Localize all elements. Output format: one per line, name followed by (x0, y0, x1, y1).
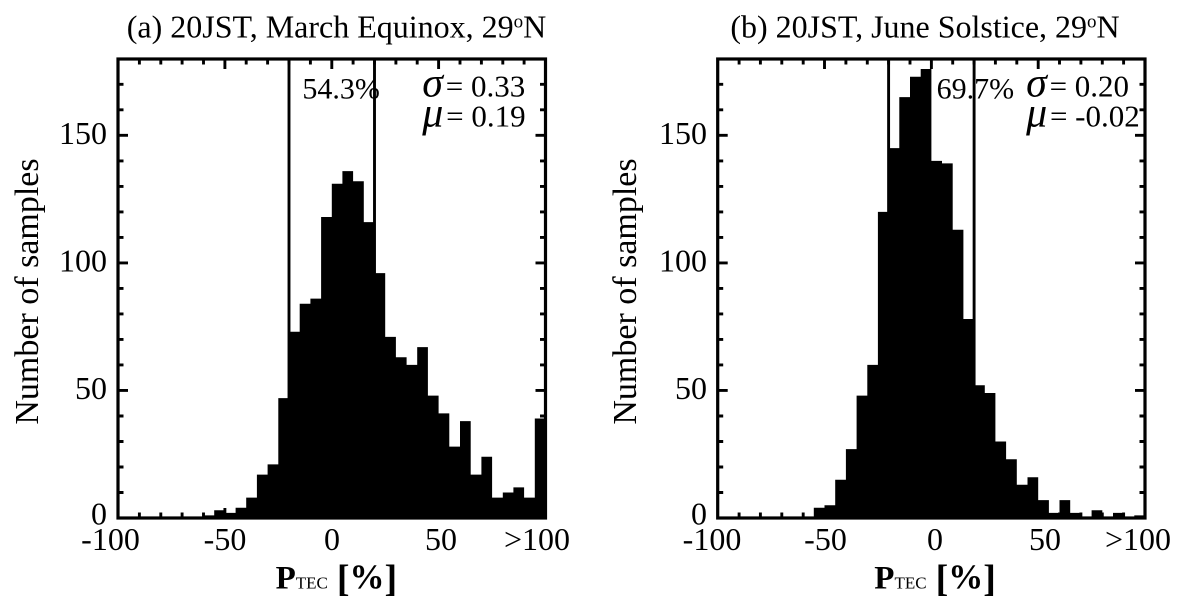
svg-text:(b) 20JST, June Solstice, 29oN: (b) 20JST, June Solstice, 29oN (730, 9, 1119, 45)
svg-text:50: 50 (425, 521, 457, 557)
svg-text:-100: -100 (683, 521, 742, 557)
svg-text:Number of samples: Number of samples (9, 158, 46, 424)
svg-text:100: 100 (659, 242, 707, 278)
svg-text:0: 0 (927, 521, 943, 557)
svg-text:>100: >100 (1105, 521, 1171, 557)
svg-text:(a) 20JST, March Equinox, 29oN: (a) 20JST, March Equinox, 29oN (127, 9, 547, 45)
svg-text:0: 0 (91, 496, 107, 532)
svg-text:69.7%: 69.7% (937, 73, 1015, 106)
svg-text:σ = 0.20: σ = 0.20 (1026, 61, 1129, 107)
svg-text:Number of samples: Number of samples (607, 158, 644, 424)
svg-text:-50: -50 (204, 521, 247, 557)
svg-text:100: 100 (59, 242, 107, 278)
svg-text:50: 50 (1029, 521, 1061, 557)
svg-text:-100: -100 (81, 521, 140, 557)
svg-text:-50: -50 (804, 521, 847, 557)
svg-text:PTEC[%]: PTEC [%] (276, 557, 398, 600)
svg-text:μ = 0.19: μ = 0.19 (421, 91, 525, 137)
svg-text:0: 0 (324, 521, 340, 557)
svg-text:σ = 0.33: σ = 0.33 (422, 61, 525, 107)
svg-text:μ = -0.02: μ = -0.02 (1025, 91, 1140, 137)
svg-text:PTEC[%]: PTEC [%] (874, 557, 996, 600)
svg-text:150: 150 (659, 115, 707, 151)
svg-text:54.3%: 54.3% (302, 73, 380, 106)
svg-text:>100: >100 (504, 521, 570, 557)
svg-text:50: 50 (675, 370, 707, 406)
svg-text:50: 50 (75, 370, 107, 406)
svg-text:0: 0 (691, 496, 707, 532)
svg-text:150: 150 (59, 115, 107, 151)
